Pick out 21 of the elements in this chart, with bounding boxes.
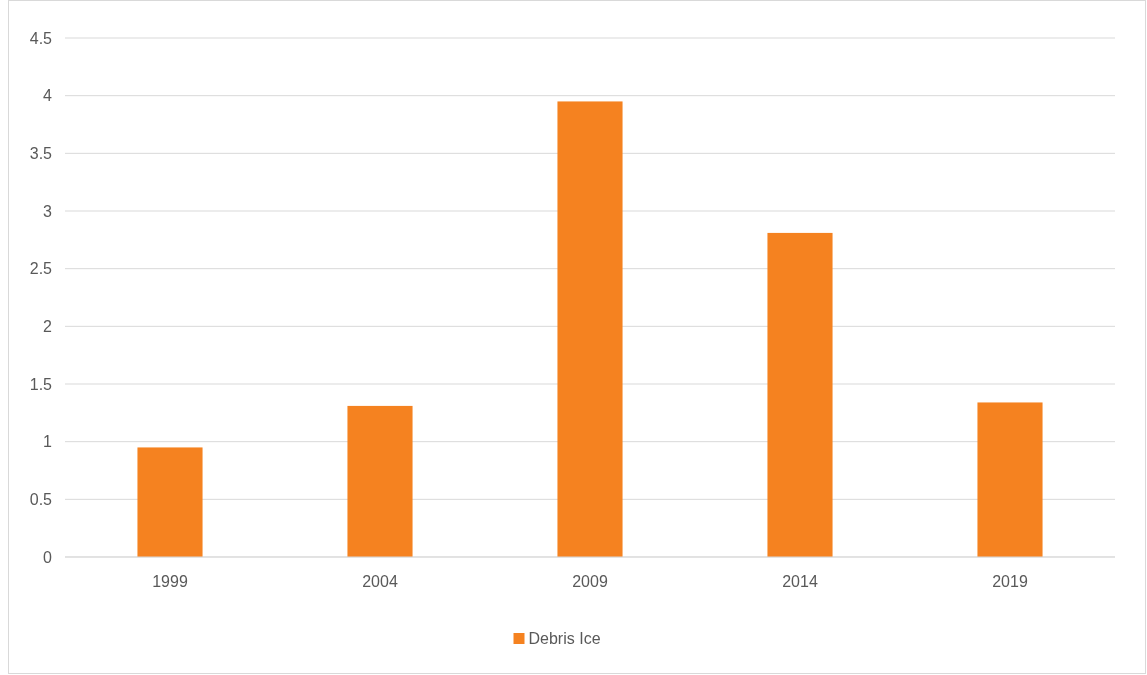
x-tick-label: 2019 (992, 573, 1028, 590)
y-tick-label: 3 (43, 202, 53, 220)
y-tick-label: 2 (43, 317, 53, 335)
y-tick-label: 4 (43, 87, 53, 105)
bar (557, 101, 623, 557)
legend-label: Debris Ice (528, 630, 601, 647)
y-tick-label: 1 (43, 433, 53, 451)
bar (767, 232, 833, 557)
x-tick-label: 1999 (152, 573, 188, 590)
x-tick-label: 2014 (782, 573, 818, 590)
y-tick-label: 2.5 (29, 260, 53, 278)
y-tick-label: 3.5 (29, 144, 53, 162)
bar (137, 447, 203, 557)
bar (977, 402, 1043, 557)
x-tick-label: 2004 (362, 573, 398, 590)
y-tick-label: 0 (43, 548, 53, 566)
y-tick-label: 4.5 (29, 29, 53, 47)
y-tick-label: 1.5 (29, 375, 53, 393)
bar (347, 405, 413, 557)
x-tick-label: 2009 (572, 573, 608, 590)
y-tick-label: 0.5 (29, 490, 53, 508)
